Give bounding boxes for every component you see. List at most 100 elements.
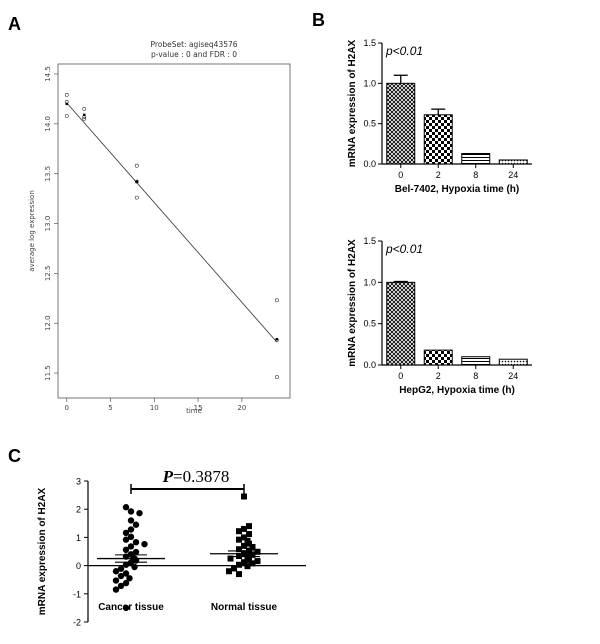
normal-data-point	[236, 561, 242, 568]
cancer-data-point	[112, 577, 120, 584]
cancer-data-point	[131, 563, 138, 571]
y-axis-label: mRNA expression of H2AX	[347, 39, 358, 167]
normal-data-point	[241, 534, 247, 541]
x-tick-label: 20	[237, 404, 246, 412]
y-tick-label: 14.0	[44, 116, 52, 132]
significance-annotation: p<0.01	[385, 44, 423, 58]
cancer-data-point	[136, 509, 143, 517]
normal-data-point	[249, 551, 256, 558]
panel-label-b: B	[312, 10, 325, 30]
y-tick-label: -2	[73, 618, 81, 628]
cancer-data-point	[132, 548, 140, 556]
normal-data-point	[226, 568, 232, 575]
bar	[386, 82, 416, 165]
cancer-data-point	[112, 568, 120, 575]
normal-data-point	[249, 560, 256, 567]
x-category-label: Cancer tissue	[98, 602, 164, 613]
bar	[423, 349, 453, 366]
x-axis-label: HepG2, Hypoxia time (h)	[399, 385, 515, 396]
tissue-dot-plot: -2 -1 0 1 2 3 mRNA expression of H2AX Cancer ti…	[37, 467, 306, 628]
normal-data-point	[254, 558, 261, 565]
normal-data-point	[236, 546, 242, 553]
panel-label-a: A	[8, 14, 21, 34]
y-tick-label: 11.5	[44, 365, 52, 381]
chart-title: ProbeSet: agiseq43576	[150, 40, 237, 49]
y-tick-label: 0.0	[363, 159, 376, 169]
y-tick-label: 1.5	[363, 236, 376, 246]
data-point	[134, 179, 139, 184]
normal-data-point	[246, 540, 252, 547]
y-tick-label: 0.5	[363, 119, 376, 129]
x-tick-label: 8	[473, 371, 478, 381]
y-tick-label: 0.5	[363, 319, 376, 329]
x-axis-label: time	[186, 407, 202, 415]
cancer-data-point	[127, 508, 135, 515]
y-tick-label: 13.5	[44, 166, 52, 182]
bar	[423, 114, 453, 165]
normal-data-point	[236, 536, 242, 543]
data-point	[82, 106, 87, 111]
normal-data-point	[231, 565, 237, 572]
cancer-data-point	[122, 536, 130, 543]
bar	[461, 153, 491, 165]
normal-data-point	[241, 525, 247, 532]
normal-data-point	[241, 542, 247, 549]
x-tick-label: 24	[508, 371, 518, 381]
data-point	[134, 163, 139, 168]
cancer-data-point	[122, 561, 130, 568]
x-axis-label: Bel-7402, Hypoxia time (h)	[395, 184, 519, 195]
cancer-data-point	[132, 538, 140, 546]
data-point	[82, 116, 87, 121]
cancer-data-point	[127, 517, 135, 524]
normal-data-point	[241, 559, 247, 566]
y-tick-label: 1.0	[363, 78, 376, 88]
chart-subtitle: p-value : 0 and FDR : 0	[151, 50, 237, 59]
p-value-annotation: P=0.3878	[162, 467, 230, 486]
cancer-data-point	[117, 582, 125, 590]
y-axis-label: average log expression	[28, 190, 36, 272]
x-tick-label: 5	[108, 404, 112, 412]
y-tick-label: 12.5	[44, 266, 52, 282]
normal-data-point	[246, 556, 252, 563]
significance-annotation: p<0.01	[385, 242, 423, 256]
x-tick-label: 2	[436, 170, 441, 180]
y-axis-label: mRNA expression of H2AX	[347, 239, 358, 367]
data-point	[64, 113, 69, 118]
x-category-label: Normal tissue	[211, 602, 278, 613]
cancer-data-point	[122, 504, 130, 511]
y-tick-label: 2	[76, 505, 81, 515]
mean-point	[275, 337, 279, 341]
cancer-data-point	[112, 586, 120, 593]
panel-label-c: C	[8, 446, 21, 466]
cancer-data-point	[141, 540, 148, 548]
cancer-data-point	[117, 565, 125, 572]
plot-frame	[57, 63, 291, 399]
normal-data-point	[246, 531, 252, 538]
data-point	[64, 93, 69, 97]
bar	[461, 356, 491, 366]
normal-data-point	[227, 555, 234, 562]
x-tick-label: 0	[65, 404, 69, 412]
x-tick-label: 0	[398, 170, 403, 180]
cancer-data-point	[122, 570, 130, 577]
normal-data-point	[254, 548, 261, 555]
x-tick-label: 2	[436, 371, 441, 381]
y-tick-label: -1	[73, 589, 81, 599]
bel7402-bar-chart: 0.0 0.5 1.0 1.5 0 2 8 24 p<0.01 Bel-7402, Hypoxia…	[347, 38, 532, 195]
x-tick-label: 24	[508, 170, 518, 180]
normal-data-point	[236, 553, 242, 560]
y-tick-label: 0.0	[363, 360, 376, 370]
y-tick-label: 1	[76, 533, 81, 543]
cancer-data-point	[122, 579, 130, 587]
y-tick-label: 1.0	[363, 277, 376, 287]
y-tick-label: 1.5	[363, 38, 376, 48]
x-tick-label: 0	[398, 371, 403, 381]
cancer-data-point	[126, 575, 133, 582]
cancer-data-point	[127, 533, 135, 541]
y-tick-label: 13.0	[44, 216, 52, 232]
y-axis-label: mRNA expression of H2AX	[37, 487, 48, 615]
normal-data-point	[249, 543, 256, 550]
y-tick-label: 12.0	[44, 315, 52, 331]
mean-point	[135, 180, 138, 183]
